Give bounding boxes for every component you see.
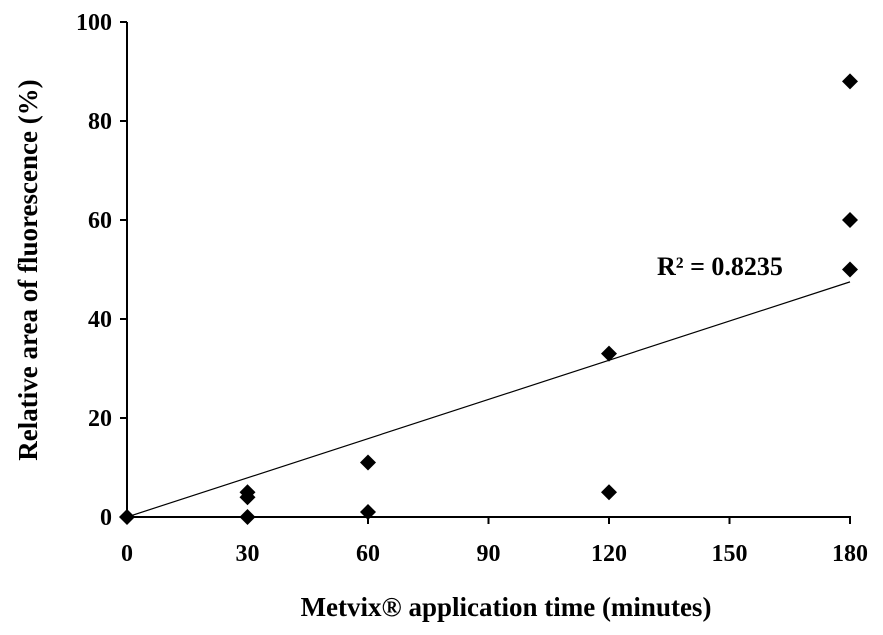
- y-tick-label: 20: [88, 406, 112, 432]
- y-tick-label: 0: [100, 505, 112, 531]
- x-tick-label: 120: [591, 541, 627, 567]
- trendline-layer: [126, 281, 851, 518]
- data-point-diamond: [360, 454, 376, 471]
- y-tick-label: 100: [76, 10, 112, 36]
- y-tick-label: 80: [88, 109, 112, 135]
- data-point-diamond: [601, 484, 617, 501]
- data-point-diamond: [842, 261, 858, 278]
- x-tick-label: 180: [832, 541, 868, 567]
- x-tick-label: 0: [121, 541, 133, 567]
- r-squared-annotation: R² = 0.8235: [657, 252, 783, 281]
- x-axis-title: Metvix® application time (minutes): [301, 592, 712, 622]
- marker-layer: [119, 73, 858, 525]
- data-point-diamond: [239, 489, 256, 506]
- data-point-diamond: [842, 73, 858, 90]
- x-tick-label: 30: [236, 541, 260, 567]
- linear-trendline: [126, 281, 851, 518]
- x-tick-label: 150: [712, 541, 748, 567]
- y-tick-label: 60: [88, 208, 112, 234]
- x-tick-label: 60: [356, 541, 380, 567]
- data-point-diamond: [601, 345, 617, 362]
- y-axis-title: Relative area of fluorescence (%): [13, 79, 43, 460]
- y-tick-label: 40: [88, 307, 112, 333]
- x-tick-label: 90: [477, 541, 501, 567]
- ticks: 0 30 60 90 120 150 180 0 20 40 60 80 100: [76, 10, 868, 567]
- data-point-diamond: [842, 212, 858, 228]
